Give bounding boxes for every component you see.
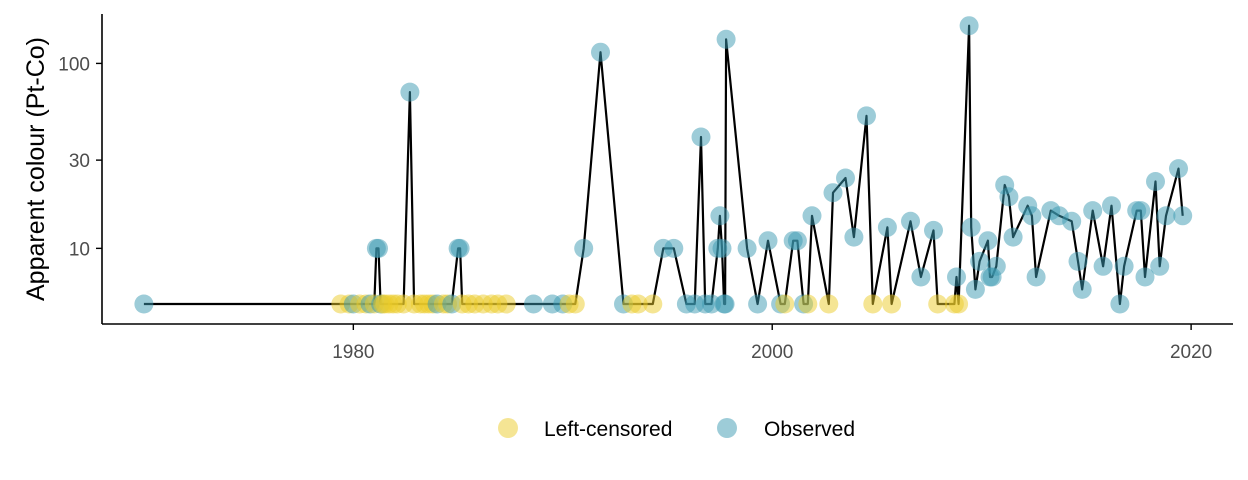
- observed-point: [369, 238, 388, 258]
- observed-point: [1131, 201, 1151, 221]
- series-line: [143, 24, 1184, 306]
- observed-point: [591, 42, 610, 62]
- observed-point: [836, 168, 855, 188]
- observed-point: [959, 16, 979, 36]
- observed-point: [1146, 172, 1165, 191]
- legend-label-censored: Left-censored: [544, 418, 672, 441]
- left-censored-point: [863, 294, 883, 314]
- observed-point: [400, 82, 420, 102]
- left-censored-point: [565, 294, 585, 314]
- observed-point: [1022, 206, 1042, 226]
- observed-point: [965, 279, 985, 299]
- left-censored-point: [819, 294, 839, 314]
- observed-point: [844, 227, 864, 247]
- left-censored-point: [775, 294, 795, 314]
- observed-point: [710, 206, 730, 226]
- observed-point: [877, 217, 897, 237]
- legend-label-observed: Observed: [764, 418, 855, 441]
- observed-point: [1068, 251, 1088, 271]
- observed-point: [748, 294, 768, 314]
- observed-point: [1072, 279, 1092, 299]
- observed-point: [999, 187, 1019, 207]
- observed-point: [787, 231, 807, 251]
- observed-point: [911, 267, 931, 287]
- observed-point: [1135, 267, 1155, 287]
- observed-point: [986, 256, 1006, 276]
- left-censored-point: [628, 294, 648, 314]
- observed-point: [1003, 227, 1023, 247]
- x-tick-label: 1980: [332, 342, 374, 363]
- observed-point: [857, 106, 876, 126]
- observed-point: [134, 294, 154, 314]
- left-censored-point: [882, 294, 902, 314]
- line-layer: [143, 24, 1184, 306]
- observed-point: [961, 217, 981, 237]
- observed-point: [924, 220, 943, 240]
- observed-point: [758, 231, 778, 251]
- observed-point: [901, 211, 920, 231]
- left-censored-point: [496, 294, 516, 314]
- legend-key-observed: [717, 418, 737, 438]
- observed-point: [1093, 256, 1113, 276]
- left-censored-point: [949, 294, 969, 314]
- observed-point: [802, 206, 822, 226]
- observed-point: [947, 267, 966, 287]
- observed-point: [450, 238, 470, 258]
- left-censored-point: [928, 294, 948, 314]
- legend: Left-censored Observed: [498, 418, 855, 441]
- y-axis-ticks: 10 30 100: [58, 54, 102, 260]
- observed-point: [1102, 196, 1121, 216]
- observed-point: [1156, 206, 1176, 226]
- x-axis-ticks: 1980 2000 2020: [332, 324, 1212, 363]
- observed-point: [1169, 159, 1188, 179]
- x-tick-label: 2000: [751, 342, 793, 363]
- x-tick-label: 2020: [1170, 342, 1212, 363]
- observed-point: [1150, 256, 1170, 276]
- observed-point: [716, 29, 736, 49]
- observed-point: [574, 238, 594, 258]
- observed-point: [715, 294, 735, 314]
- observed-point: [664, 238, 684, 258]
- observed-point: [1114, 256, 1134, 276]
- y-axis-title: Apparent colour (Pt-Co): [22, 37, 50, 301]
- observed-point: [1110, 294, 1130, 314]
- observed-point: [1173, 206, 1193, 226]
- observed-point: [1062, 211, 1082, 231]
- observed-point: [1083, 201, 1103, 221]
- left-censored-point: [798, 294, 818, 314]
- axes: 1980 2000 2020 10 30 100: [58, 14, 1233, 363]
- observed-point: [712, 238, 732, 258]
- y-tick-label: 10: [69, 239, 90, 260]
- y-tick-label: 30: [69, 151, 90, 172]
- observed-point: [970, 251, 990, 271]
- left-censored-point: [643, 294, 663, 314]
- observed-point: [978, 231, 998, 251]
- points-layer: [134, 16, 1193, 314]
- observed-point: [691, 127, 711, 147]
- y-tick-label: 100: [58, 54, 90, 75]
- observed-point: [1026, 267, 1046, 287]
- legend-key-censored: [498, 418, 518, 438]
- observed-point: [524, 294, 543, 314]
- observed-point: [823, 183, 843, 203]
- observed-point: [737, 238, 757, 258]
